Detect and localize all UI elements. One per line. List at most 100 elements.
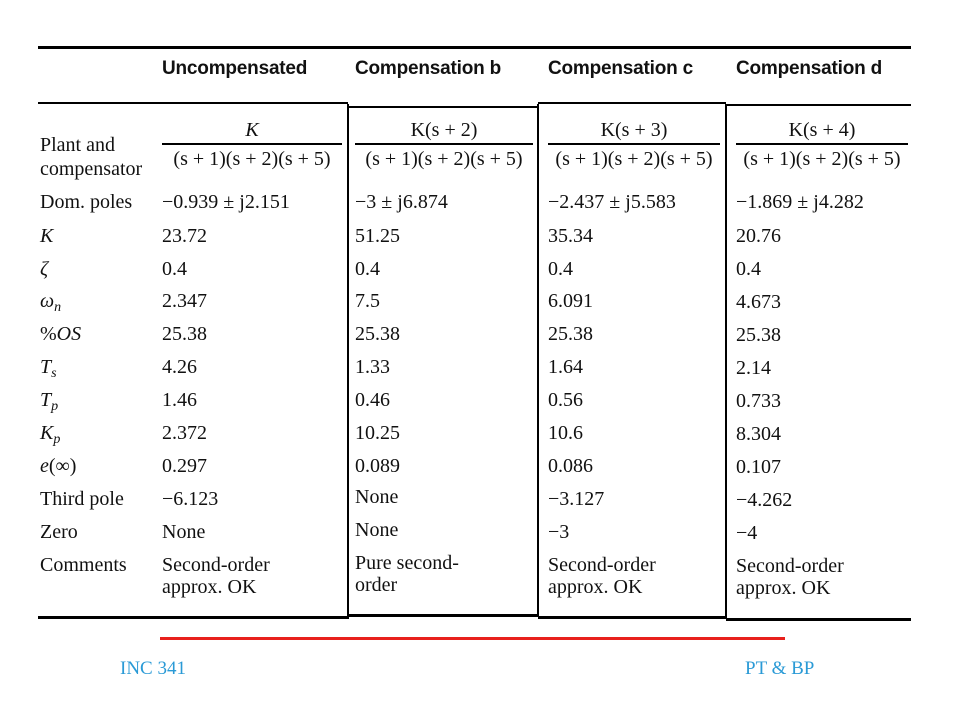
cell-k: 20.76 [736,225,781,247]
tf-numerator: K(s + 4) [788,119,856,141]
row-label-kp: Kp [40,422,61,447]
cell-wn: 7.5 [355,290,380,312]
cell-comment-line-1: Second-order [736,555,844,577]
column-divider-1 [347,104,349,619]
fraction-bar [736,143,908,145]
cell-einf: 0.107 [736,456,781,478]
tf-numerator: K [245,119,259,141]
cell-tp: 1.46 [162,389,197,411]
cell-third-pole: −6.123 [162,488,219,510]
column-divider-2 [537,104,539,617]
cell-zeta: 0.4 [548,258,573,280]
tf-numerator: K(s + 2) [410,119,478,141]
header-compensation-d: Compensation d [736,58,883,79]
cell-dom-poles: −0.939 ± j2.151 [162,191,290,213]
fraction-bar [162,143,342,145]
omega-symbol: ω [40,290,55,312]
cell-dom-poles: −1.869 ± j4.282 [736,191,864,213]
cell-einf: 0.089 [355,455,400,477]
cell-k: 23.72 [162,225,207,247]
tf-uncompensated: K (s + 1)(s + 2)(s + 5) [162,118,342,171]
header-rule-b [348,106,538,108]
cell-dom-poles: −2.437 ± j5.583 [548,191,676,213]
cell-comment-line-2: approx. OK [162,576,257,598]
row-label-plant: Plant and [40,134,115,156]
fraction-bar [355,143,533,145]
tf-denominator: (s + 1)(s + 2)(s + 5) [743,147,901,170]
cell-wn: 6.091 [548,290,593,312]
cell-kp: 10.25 [355,422,400,444]
row-label-zeta: ζ [40,258,49,280]
tf-denominator: (s + 1)(s + 2)(s + 5) [173,147,331,170]
cell-third-pole: None [355,486,399,508]
cell-k: 35.34 [548,225,593,247]
row-label-dom-poles: Dom. poles [40,191,133,213]
cell-zero: −3 [548,521,570,543]
cell-k: 51.25 [355,225,400,247]
cell-comment-line-1: Pure second- [355,552,459,574]
cell-comment-line-2: approx. OK [548,576,643,598]
header-compensation-c: Compensation c [548,58,693,79]
table-top-rule [38,46,911,49]
cell-third-pole: −4.262 [736,489,793,511]
cell-comment-line-2: order [355,574,398,596]
cell-ts: 2.14 [736,357,771,379]
cell-wn: 4.673 [736,291,781,313]
cell-einf: 0.297 [162,455,207,477]
cell-ts: 1.64 [548,356,583,378]
cell-comment-line-2: approx. OK [736,577,831,599]
subscript-n: n [54,300,62,315]
footer-course-code: INC 341 [120,658,186,679]
header-compensation-b: Compensation b [355,58,502,79]
table-bottom-rule-b [348,614,538,617]
cell-zero: None [355,519,399,541]
cell-os: 25.38 [548,323,593,345]
header-rule-left [38,102,348,104]
cell-zero: −4 [736,522,758,544]
cell-os: 25.38 [162,323,207,345]
cell-comment-line-1: Second-order [548,554,656,576]
cell-zeta: 0.4 [736,258,761,280]
header-rule-c [538,102,726,104]
footer-red-line [160,637,785,640]
cell-tp: 0.733 [736,390,781,412]
tf-denominator: (s + 1)(s + 2)(s + 5) [365,147,523,170]
cell-comment-line-1: Second-order [162,554,270,576]
row-label-tp: Tp [40,389,59,414]
cell-ts: 4.26 [162,356,197,378]
row-label-third-pole: Third pole [40,488,124,510]
header-rule-d [726,104,911,106]
tf-denominator: (s + 1)(s + 2)(s + 5) [555,147,713,170]
cell-dom-poles: −3 ± j6.874 [355,191,448,213]
cell-os: 25.38 [736,324,781,346]
header-uncompensated: Uncompensated [162,58,308,79]
column-divider-3 [725,104,727,619]
cell-ts: 1.33 [355,356,390,378]
table-bottom-rule-c [538,616,726,619]
cell-einf: 0.086 [548,455,593,477]
row-label-os: %OS [40,323,82,345]
cell-third-pole: −3.127 [548,488,605,510]
cell-zeta: 0.4 [355,258,380,280]
row-label-wn: ωn [40,290,61,319]
row-label-comments: Comments [40,554,127,576]
cell-kp: 8.304 [736,423,781,445]
cell-wn: 2.347 [162,290,207,312]
cell-kp: 10.6 [548,422,583,444]
tf-compensation-c: K(s + 3) (s + 1)(s + 2)(s + 5) [548,118,720,171]
footer-authors: PT & BP [745,658,815,679]
cell-os: 25.38 [355,323,400,345]
row-label-k: K [40,225,54,247]
table-bottom-rule-left [38,616,348,619]
cell-zero: None [162,521,206,543]
row-label-ts: Ts [40,356,57,381]
tf-numerator: K(s + 3) [600,119,668,141]
cell-tp: 0.56 [548,389,583,411]
row-label-zero: Zero [40,521,78,543]
fraction-bar [548,143,720,145]
row-label-compensator: compensator [40,158,143,180]
row-label-einf: e(∞) [40,455,77,477]
cell-zeta: 0.4 [162,258,187,280]
cell-kp: 2.372 [162,422,207,444]
tf-compensation-b: K(s + 2) (s + 1)(s + 2)(s + 5) [355,118,533,171]
